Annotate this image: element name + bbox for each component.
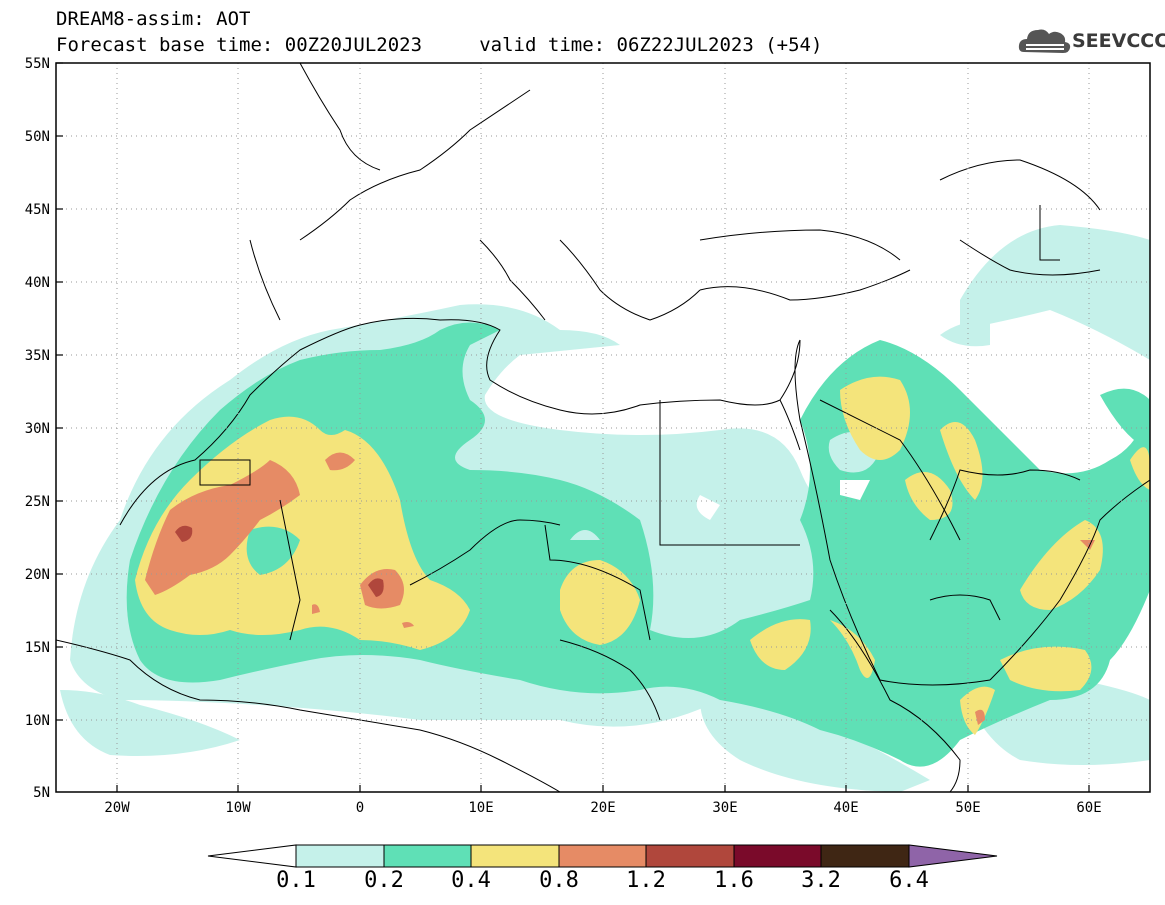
lon-label: 20W [104,800,130,816]
colorbar-min-arrow [207,844,297,868]
longitude-labels: 20W 10W 0 10E 20E 30E 40E 50E 60E [104,800,1101,816]
seevccc-logo: SEEVCCC [1018,24,1165,60]
lon-label: 30E [712,800,737,816]
colorbar-segment [470,844,560,868]
forecast-times: Forecast base time: 00Z20JUL2023 valid t… [56,34,823,56]
lon-label: 40E [833,800,858,816]
lat-label: 20N [25,567,50,583]
colorbar-label: 0.8 [539,868,579,893]
lat-label: 50N [25,129,50,145]
lon-label: 0 [356,800,364,816]
lat-label: 25N [25,494,50,510]
lat-label: 5N [33,785,50,801]
lat-label: 15N [25,640,50,656]
colorbar-segment [820,844,910,868]
colorbar-segment [383,844,472,868]
lat-label: 55N [25,56,50,72]
colorbar [207,844,998,868]
cloud-icon [1018,29,1071,53]
colorbar-label: 0.1 [276,868,316,893]
lon-label: 10E [468,800,493,816]
lon-label: 50E [955,800,980,816]
colorbar-segment [645,844,735,868]
lat-label: 40N [25,275,50,291]
lon-label: 60E [1076,800,1101,816]
logo-text: SEEVCCC [1072,30,1165,52]
colorbar-max-arrow [908,844,998,868]
colorbar-label: 1.6 [714,868,754,893]
coastlines-borders [56,63,1150,792]
aot-band-1.2 [175,525,384,597]
colorbar-segment [733,844,822,868]
lat-label: 45N [25,202,50,218]
colorbar-label: 3.2 [801,868,841,893]
colorbar-label: 6.4 [889,868,929,893]
axis-ticks [56,62,1090,792]
lon-label: 20E [590,800,615,816]
colorbar-label: 0.4 [451,868,491,893]
latitude-labels: 55N 50N 45N 40N 35N 30N 25N 20N 15N 10N … [25,56,50,801]
lat-label: 10N [25,713,50,729]
colorbar-label: 1.2 [626,868,666,893]
colorbar-segment [558,844,647,868]
lon-label: 10W [225,800,251,816]
aot-contour-fields [56,63,1150,792]
lat-label: 30N [25,421,50,437]
colorbar-label: 0.2 [364,868,404,893]
colorbar-segment [295,844,385,868]
map-title: DREAM8-assim: AOT [56,8,251,30]
lat-label: 35N [25,348,50,364]
